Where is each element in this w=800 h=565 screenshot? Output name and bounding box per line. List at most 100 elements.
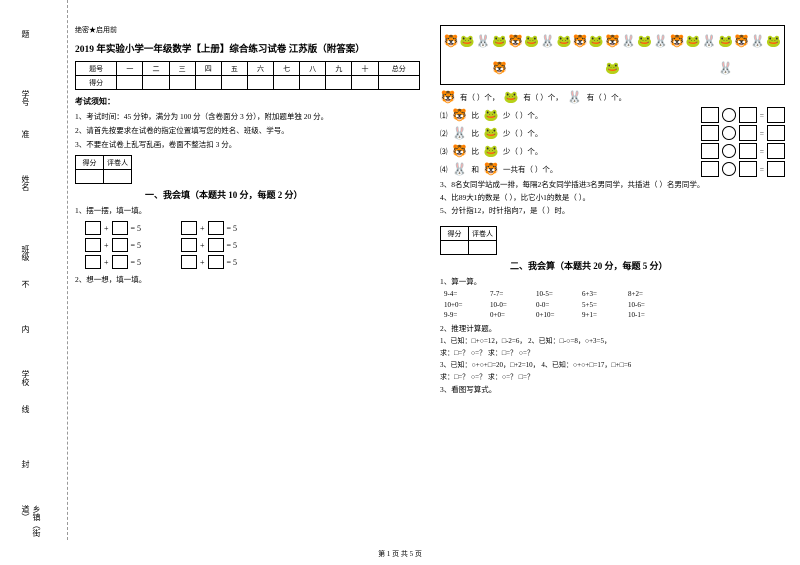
- cat-icon: 🐯: [508, 34, 524, 50]
- frog-icon: 🐸: [637, 34, 653, 50]
- instructions-heading: 考试须知：: [75, 96, 420, 107]
- binding-label: 不: [20, 280, 31, 288]
- page-footer: 第 1 页 共 5 页: [0, 549, 800, 559]
- compare-row: ⑵🐰比🐸少（ ）个。 =: [440, 125, 785, 141]
- cat-icon: 🐯: [440, 89, 456, 105]
- score-header: 十: [352, 62, 378, 76]
- score-header: 总分: [378, 62, 419, 76]
- score-header: 题号: [76, 62, 117, 76]
- cat-icon: 🐯: [443, 34, 459, 50]
- mini-header: 评卷人: [469, 227, 497, 241]
- grader-table: 得分评卷人: [75, 155, 132, 184]
- left-column: 绝密★启用前 2019 年实验小学一年级数学【上册】综合练习试卷 江苏版（附答案…: [75, 25, 420, 397]
- frog-icon: 🐸: [483, 107, 499, 123]
- mini-header: 得分: [441, 227, 469, 241]
- picture-box: 🐯🐸🐰🐸🐯🐸🐰🐸🐯🐸🐯🐰 🐸🐰🐯🐸🐰🐸🐯🐰🐸🐯🐸🐰: [440, 25, 785, 85]
- frog-icon: 🐸: [491, 34, 507, 50]
- compare-row: ⑶🐯比🐸少（ ）个。 =: [440, 143, 785, 159]
- frog-icon: 🐸: [503, 89, 519, 105]
- binding-label: 班级: [20, 245, 31, 261]
- mini-header: 评卷人: [104, 156, 132, 170]
- question-1: 1、摆一摆，填一填。: [75, 205, 420, 216]
- score-header: 二: [143, 62, 169, 76]
- calc-row: 9-4=7-7=10-5=6+3=8+2=: [444, 289, 785, 300]
- score-header: 八: [300, 62, 326, 76]
- question-5: 5、分针指12，时针指向7，是（ ）时。: [440, 205, 785, 216]
- rabbit-icon: 🐰: [475, 34, 491, 50]
- score-row-label: 得分: [76, 76, 117, 90]
- compare-row: ⑷🐰和🐯一共有（ ）个。 =: [440, 161, 785, 177]
- cat-icon: 🐯: [734, 34, 750, 50]
- question-draw: 3、看图写算式。: [440, 384, 785, 395]
- section-2-title: 二、我会算（本题共 20 分，每题 5 分）: [510, 259, 785, 272]
- mini-header: 得分: [76, 156, 104, 170]
- question-2: 2、想一想，填一填。: [75, 274, 420, 285]
- infer-line: 求：□=？ ○=？ 求：□=？ ○=？: [440, 348, 785, 358]
- compare-row: ⑴🐯比🐸少（ ）个。 =: [440, 107, 785, 123]
- score-header: 九: [326, 62, 352, 76]
- frog-icon: 🐸: [588, 34, 604, 50]
- cat-icon: 🐯: [452, 107, 468, 123]
- instruction-line: 3、不要在试卷上乱写乱画，卷面不整洁扣 3 分。: [75, 139, 420, 151]
- equation-row: += 5: [181, 255, 237, 269]
- calc-row: 9-9=0+0=0+10=9+1=10-1=: [444, 310, 785, 321]
- binding-label: 学号: [20, 90, 31, 106]
- frog-icon: 🐸: [605, 61, 621, 77]
- grader-table: 得分评卷人: [440, 226, 497, 255]
- binding-label: 学校: [20, 370, 31, 386]
- section-1-title: 一、我会填（本题共 10 分，每题 2 分）: [145, 188, 420, 201]
- cat-icon: 🐯: [483, 161, 499, 177]
- equation-row: += 5: [85, 255, 141, 269]
- binding-label: 姓名: [20, 175, 31, 191]
- score-header: 五: [221, 62, 247, 76]
- instruction-line: 2、请首先按要求在试卷的指定位置填写您的姓名、班级、学号。: [75, 125, 420, 137]
- rabbit-icon: 🐰: [653, 34, 669, 50]
- score-header: 七: [274, 62, 300, 76]
- rabbit-icon: 🐰: [718, 61, 734, 77]
- right-column: 🐯🐸🐰🐸🐯🐸🐰🐸🐯🐸🐯🐰 🐸🐰🐯🐸🐰🐸🐯🐰🐸🐯🐸🐰 🐯有（ ）个， 🐸有（ ）个…: [440, 25, 785, 397]
- cat-icon: 🐯: [669, 34, 685, 50]
- infer-title: 2、推理计算题。: [440, 323, 785, 334]
- question-4: 4、比89大1的数是（ ），比它小1的数是（ ）。: [440, 192, 785, 203]
- equation-row: += 5: [181, 238, 237, 252]
- frog-icon: 🐸: [483, 143, 499, 159]
- infer-line: 1、已知：□+○=12，□-2=6， 2、已知：□-○=8，○+3=5，: [440, 336, 785, 346]
- question-3: 3、8名女同学站成一排，每隔2名女同学插进3名男同学，共插进（ ）名男同学。: [440, 179, 785, 190]
- rabbit-icon: 🐰: [567, 89, 583, 105]
- instruction-line: 1、考试时间：45 分钟，满分为 100 分（含卷面分 3 分），附加题单独 2…: [75, 111, 420, 123]
- binding-label: 乡镇（街道）: [20, 505, 42, 540]
- rabbit-icon: 🐰: [750, 34, 766, 50]
- score-table: 题号 一 二 三 四 五 六 七 八 九 十 总分 得分: [75, 61, 420, 90]
- binding-label: 准: [20, 130, 31, 138]
- score-header: 四: [195, 62, 221, 76]
- calc-title: 1、算一算。: [440, 276, 785, 287]
- binding-label: 内: [20, 325, 31, 333]
- infer-line: 3、已知：○+○+□=20，□+2=10， 4、已知：○+○+□=17，□+□=…: [440, 360, 785, 370]
- binding-label: 线: [20, 405, 31, 413]
- cat-icon: 🐯: [492, 61, 508, 77]
- equation-row: += 5: [181, 221, 237, 235]
- frog-icon: 🐸: [524, 34, 540, 50]
- score-header: 一: [117, 62, 143, 76]
- cat-icon: 🐯: [452, 143, 468, 159]
- cat-icon: 🐯: [604, 34, 620, 50]
- score-header: 六: [247, 62, 273, 76]
- rabbit-icon: 🐰: [452, 161, 468, 177]
- frog-icon: 🐸: [459, 34, 475, 50]
- rabbit-icon: 🐰: [701, 34, 717, 50]
- frog-icon: 🐸: [685, 34, 701, 50]
- frog-icon: 🐸: [556, 34, 572, 50]
- rabbit-icon: 🐰: [540, 34, 556, 50]
- frog-icon: 🐸: [717, 34, 733, 50]
- confidential-label: 绝密★启用前: [75, 25, 420, 35]
- exam-title: 2019 年实验小学一年级数学【上册】综合练习试卷 江苏版（附答案）: [75, 41, 420, 55]
- equation-row: += 5: [85, 221, 141, 235]
- count-line: 🐯有（ ）个， 🐸有（ ）个， 🐰有（ ）个。: [440, 89, 785, 105]
- frog-icon: 🐸: [766, 34, 782, 50]
- equation-row: += 5: [85, 238, 141, 252]
- score-header: 三: [169, 62, 195, 76]
- binding-label: 封: [20, 460, 31, 468]
- rabbit-icon: 🐰: [452, 125, 468, 141]
- worksheet: 绝密★启用前 2019 年实验小学一年级数学【上册】综合练习试卷 江苏版（附答案…: [75, 25, 785, 397]
- binding-label: 题: [20, 30, 31, 38]
